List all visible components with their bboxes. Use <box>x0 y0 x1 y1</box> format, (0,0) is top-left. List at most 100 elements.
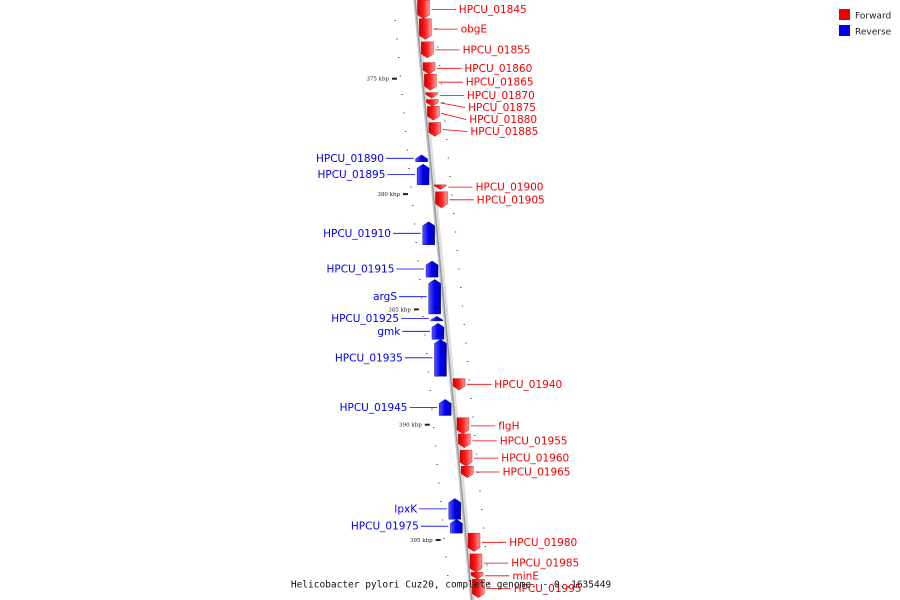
gene-hpcu_01935-arrow[interactable] <box>434 339 447 377</box>
guide-dot <box>488 583 490 584</box>
kbp-tick-mark <box>435 539 441 541</box>
guide-dot <box>422 316 424 317</box>
gene-label-hpcu_01985[interactable]: HPCU_01985 <box>511 558 579 570</box>
gene-hpcu_01940-arrow[interactable] <box>452 378 466 391</box>
gene-label-hpcu_01995[interactable]: HPCU_01995 <box>514 583 582 595</box>
gene-label-flgh[interactable]: flgH <box>498 420 519 432</box>
kbp-tick-label: 375 kbp <box>366 77 389 83</box>
guide-dot <box>405 131 407 132</box>
gene-label-hpcu_01900[interactable]: HPCU_01900 <box>476 182 544 194</box>
gene-label-gmk[interactable]: gmk <box>377 326 401 338</box>
gene-hpcu_01945-arrow[interactable] <box>438 399 452 416</box>
gene-label-hpcu_01915[interactable]: HPCU_01915 <box>326 264 394 276</box>
guide-dot <box>399 75 402 77</box>
gene-hpcu_01995-arrow[interactable] <box>472 579 485 598</box>
guide-dot <box>456 250 458 251</box>
legend-reverse-swatch <box>839 25 850 36</box>
guide-dot <box>429 390 431 391</box>
guide-dot <box>401 94 403 95</box>
gene-mine-arrow[interactable] <box>470 572 484 580</box>
guide-dot <box>433 427 435 428</box>
gene-label-hpcu_01940[interactable]: HPCU_01940 <box>494 379 562 391</box>
gene-hpcu_01845-arrow[interactable] <box>417 0 430 19</box>
guide-dot <box>408 168 410 169</box>
guide-dot <box>461 305 464 307</box>
guide-dot <box>410 186 412 188</box>
guide-dot <box>447 575 449 576</box>
gene-label-hpcu_01890[interactable]: HPCU_01890 <box>316 153 384 165</box>
gene-labels: HPCU_01845 obgE HPCU_01855 HPCU_01860 HPCU_0… <box>316 4 582 595</box>
gene-label-lpxk[interactable]: lpxK <box>394 503 418 515</box>
gene-label-hpcu_01870[interactable]: HPCU_01870 <box>467 90 535 102</box>
gene-label-hpcu_01865[interactable]: HPCU_01865 <box>466 77 534 89</box>
strand-legend: Forward Reverse <box>839 9 892 38</box>
guide-dot <box>436 464 438 465</box>
guide-dot <box>470 398 472 399</box>
legend-forward-swatch <box>839 9 850 20</box>
gene-label-args[interactable]: argS <box>373 291 397 303</box>
gene-hpcu_01860-arrow[interactable] <box>422 62 436 75</box>
gene-hpcu_01975-arrow[interactable] <box>450 519 463 534</box>
gene-hpcu_01980-arrow[interactable] <box>467 532 481 552</box>
guide-dot <box>396 38 398 40</box>
gene-hpcu_01910-arrow[interactable] <box>422 221 435 245</box>
kbp-tick-mark <box>413 308 419 311</box>
gene-hpcu_01955-arrow[interactable] <box>458 433 471 449</box>
gene-hpcu_01895-arrow[interactable] <box>416 163 430 186</box>
gene-label-hpcu_01960[interactable]: HPCU_01960 <box>501 453 569 465</box>
gene-hpcu_01900-arrow[interactable] <box>434 184 447 190</box>
gene-label-hpcu_01925[interactable]: HPCU_01925 <box>331 313 399 325</box>
gene-hpcu_01885-arrow[interactable] <box>428 122 442 137</box>
gene-hpcu_01905-arrow[interactable] <box>435 191 448 209</box>
gene-hpcu_01865-arrow[interactable] <box>424 73 437 91</box>
kbp-tick-label: 380 kbp <box>377 192 400 198</box>
gene-label-obge[interactable]: obgE <box>461 24 487 36</box>
guide-dot <box>445 556 447 558</box>
gene-hpcu_01870-arrow[interactable] <box>425 92 438 99</box>
gene-args-arrow[interactable] <box>428 279 441 315</box>
gene-hpcu_01875-arrow[interactable] <box>426 99 439 107</box>
guide-dot <box>435 28 437 29</box>
gene-obge-arrow[interactable] <box>419 18 432 40</box>
gene-label-hpcu_01945[interactable]: HPCU_01945 <box>340 402 408 414</box>
guide-dot <box>434 445 437 447</box>
gene-label-hpcu_01860[interactable]: HPCU_01860 <box>464 63 532 75</box>
gene-label-hpcu_01855[interactable]: HPCU_01855 <box>463 44 531 56</box>
gene-label-hpcu_01910[interactable]: HPCU_01910 <box>323 228 391 240</box>
gene-hpcu_01890-arrow[interactable] <box>415 154 428 162</box>
gene-label-hpcu_01905[interactable]: HPCU_01905 <box>477 194 545 206</box>
guide-dot <box>446 139 448 140</box>
gene-label-hpcu_01980[interactable]: HPCU_01980 <box>509 537 577 549</box>
guide-dot <box>454 231 457 233</box>
gene-hpcu_01880-arrow[interactable] <box>427 106 440 121</box>
gene-hpcu_01960-arrow[interactable] <box>459 449 473 467</box>
kbp-tick-label: 395 kbp <box>410 538 433 544</box>
gene-label-hpcu_01885[interactable]: HPCU_01885 <box>470 126 538 138</box>
gene-label-hpcu_01875[interactable]: HPCU_01875 <box>468 102 536 114</box>
gene-flgh-arrow[interactable] <box>456 417 470 435</box>
kbp-tick-mark <box>403 193 408 196</box>
gene-lpxk-arrow[interactable] <box>448 498 461 520</box>
gene-label-hpcu_01955[interactable]: HPCU_01955 <box>500 435 568 447</box>
gene-hpcu_01985-arrow[interactable] <box>469 553 483 573</box>
guide-dot <box>481 509 483 510</box>
gene-label-hpcu_01880[interactable]: HPCU_01880 <box>469 114 537 126</box>
gene-hpcu_01855-arrow[interactable] <box>421 41 434 59</box>
gene-label-mine[interactable]: minE <box>513 570 539 582</box>
gene-gmk-arrow[interactable] <box>431 322 445 340</box>
gene-label-hpcu_01965[interactable]: HPCU_01965 <box>503 467 571 479</box>
gene-hpcu_01925-arrow[interactable] <box>430 316 443 322</box>
guide-dot <box>449 176 451 177</box>
gene-label-hpcu_01845[interactable]: HPCU_01845 <box>459 4 527 16</box>
gene-label-hpcu_01975[interactable]: HPCU_01975 <box>351 521 419 533</box>
guide-dot <box>417 260 419 262</box>
gene-label-hpcu_01935[interactable]: HPCU_01935 <box>335 352 403 364</box>
guide-dot <box>474 435 476 436</box>
guide-dot <box>394 20 396 21</box>
guide-dot <box>437 46 439 48</box>
gene-label-hpcu_01895[interactable]: HPCU_01895 <box>317 169 385 181</box>
guide-dot <box>420 297 423 299</box>
gene-hpcu_01965-arrow[interactable] <box>461 466 474 478</box>
guide-dot <box>431 408 433 410</box>
gene-hpcu_01915-arrow[interactable] <box>425 260 439 278</box>
